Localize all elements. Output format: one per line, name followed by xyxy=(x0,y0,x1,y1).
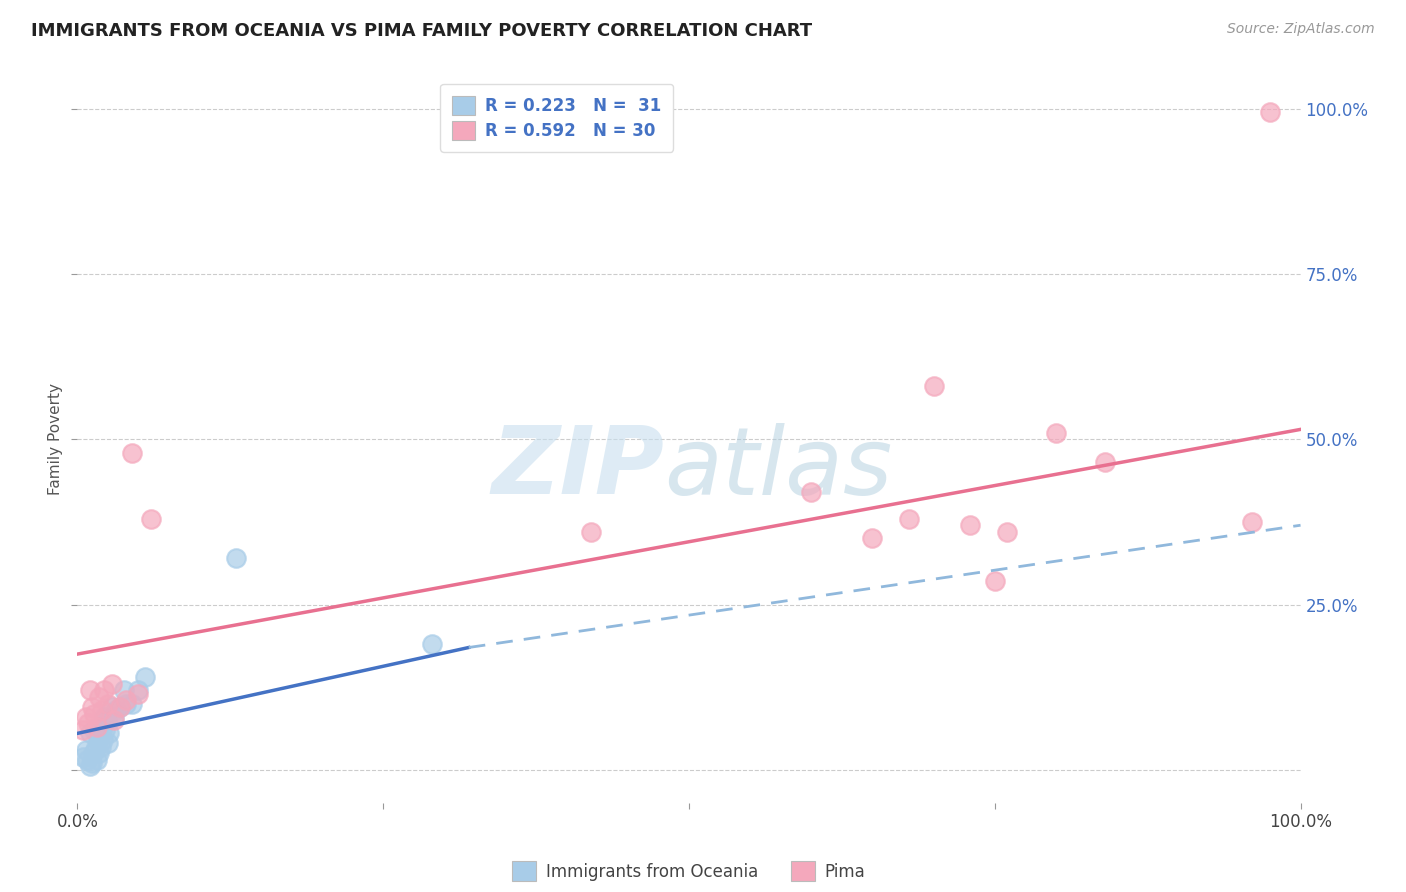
Point xyxy=(82,746,104,760)
Point xyxy=(90,739,112,754)
Point xyxy=(97,697,120,711)
Text: atlas: atlas xyxy=(665,423,893,514)
Point xyxy=(995,524,1018,539)
Point xyxy=(80,756,103,771)
Text: ZIP: ZIP xyxy=(492,423,665,515)
Text: IMMIGRANTS FROM OCEANIA VS PIMA FAMILY POVERTY CORRELATION CHART: IMMIGRANTS FROM OCEANIA VS PIMA FAMILY P… xyxy=(31,22,813,40)
Point xyxy=(90,723,112,737)
Point xyxy=(100,700,122,714)
Point xyxy=(115,693,138,707)
Point xyxy=(87,733,110,747)
Point xyxy=(225,551,247,566)
Point xyxy=(579,524,602,539)
Point xyxy=(800,485,823,500)
Point xyxy=(1094,455,1116,469)
Point xyxy=(100,677,122,691)
Point xyxy=(959,518,981,533)
Point xyxy=(1240,515,1263,529)
Point xyxy=(79,683,101,698)
Point xyxy=(97,736,120,750)
Point xyxy=(127,683,149,698)
Point xyxy=(121,445,143,459)
Point xyxy=(84,739,107,754)
Point xyxy=(91,733,114,747)
Point xyxy=(898,511,921,525)
Point xyxy=(103,710,125,724)
Point xyxy=(139,511,162,525)
Point xyxy=(127,687,149,701)
Point xyxy=(108,700,131,714)
Point xyxy=(77,716,100,731)
Point xyxy=(83,706,105,721)
Point xyxy=(89,690,111,704)
Point xyxy=(862,532,884,546)
Point xyxy=(86,753,108,767)
Point xyxy=(105,703,128,717)
Point xyxy=(75,743,97,757)
Text: Source: ZipAtlas.com: Source: ZipAtlas.com xyxy=(1227,22,1375,37)
Point xyxy=(93,683,115,698)
Point xyxy=(121,697,143,711)
Point xyxy=(112,683,135,698)
Point xyxy=(922,379,945,393)
Point xyxy=(72,749,94,764)
Point xyxy=(108,700,131,714)
Point xyxy=(79,759,101,773)
Point xyxy=(72,723,94,737)
Point xyxy=(75,710,97,724)
Point xyxy=(96,713,118,727)
Point xyxy=(89,746,111,760)
Point xyxy=(83,723,105,737)
Point xyxy=(80,700,103,714)
Point xyxy=(86,720,108,734)
Point xyxy=(98,726,121,740)
Point xyxy=(79,726,101,740)
Point xyxy=(1258,105,1281,120)
Point xyxy=(984,574,1007,589)
Point xyxy=(94,723,117,737)
Point xyxy=(134,670,156,684)
Point xyxy=(1045,425,1067,440)
Point xyxy=(90,703,112,717)
Point xyxy=(76,753,98,767)
Legend: Immigrants from Oceania, Pima: Immigrants from Oceania, Pima xyxy=(506,855,872,888)
Point xyxy=(103,713,125,727)
Y-axis label: Family Poverty: Family Poverty xyxy=(48,384,63,495)
Point xyxy=(93,710,115,724)
Point xyxy=(115,697,138,711)
Point xyxy=(420,637,443,651)
